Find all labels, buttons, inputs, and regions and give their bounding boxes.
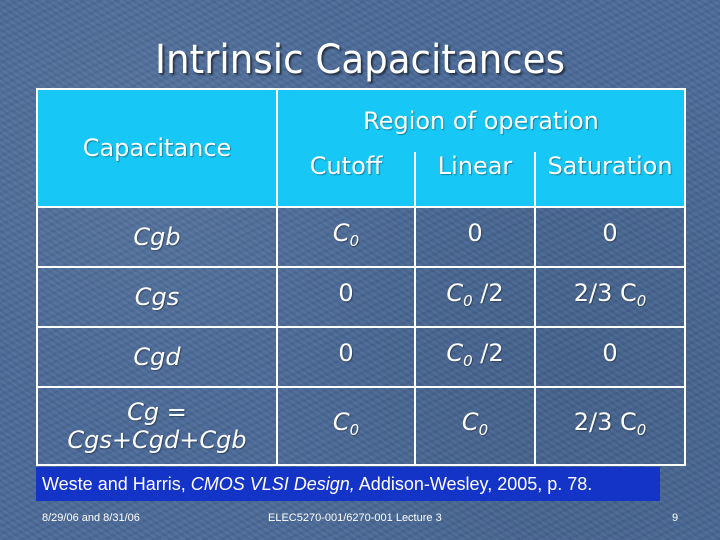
cell-cutoff: 0	[276, 326, 416, 388]
cell-saturation: 2/3 C0	[534, 266, 686, 328]
footer-date: 8/29/06 and 8/31/06	[42, 512, 140, 524]
cell-linear: C0 /2	[414, 326, 536, 388]
table-row: Cg = Cgs+Cgd+Cgb C0 C0 2/3 C0	[36, 386, 686, 466]
cell-cutoff: C0	[276, 386, 416, 466]
header-region-of-operation: Region of operation	[276, 88, 686, 152]
row-name: Cgs	[36, 266, 278, 328]
cell-linear: C0	[414, 386, 536, 466]
citation-book-title: CMOS VLSI Design,	[190, 474, 355, 494]
cell-cutoff: 0	[276, 266, 416, 328]
citation-publisher: Addison-Wesley, 2005, p. 78.	[354, 474, 593, 494]
footer-course: ELEC5270-001/6270-001 Lecture 3	[268, 512, 442, 524]
cell-cutoff: C0	[276, 206, 416, 268]
table-header-row: Capacitance Region of operation	[36, 88, 686, 208]
header-cutoff: Cutoff	[276, 152, 416, 208]
citation-authors: Weste and Harris,	[42, 474, 191, 494]
cell-linear: C0 /2	[414, 266, 536, 328]
cell-saturation: 0	[534, 206, 686, 268]
footer-page-number: 9	[672, 512, 679, 524]
row-name: Cgd	[36, 326, 278, 388]
header-saturation: Saturation	[534, 152, 686, 208]
citation: Weste and Harris, CMOS VLSI Design, Addi…	[36, 467, 660, 501]
table-row: Cgb C0 0 0	[36, 206, 686, 268]
table-row: Cgd 0 C0 /2 0	[36, 326, 686, 388]
row-name: Cgb	[36, 206, 278, 268]
table-subheader-row: Cutoff Linear Saturation	[37, 152, 686, 208]
header-linear: Linear	[414, 152, 536, 208]
row-name: Cg = Cgs+Cgd+Cgb	[36, 386, 278, 466]
cell-linear: 0	[414, 206, 536, 268]
header-capacitance: Capacitance	[36, 88, 278, 208]
capacitance-table: Capacitance Region of operation Cutoff L…	[36, 88, 686, 466]
table-row: Cgs 0 C0 /2 2/3 C0	[36, 266, 686, 328]
cell-saturation: 2/3 C0	[534, 386, 686, 466]
cell-saturation: 0	[534, 326, 686, 388]
slide-title: Intrinsic Capacitances	[155, 37, 565, 83]
